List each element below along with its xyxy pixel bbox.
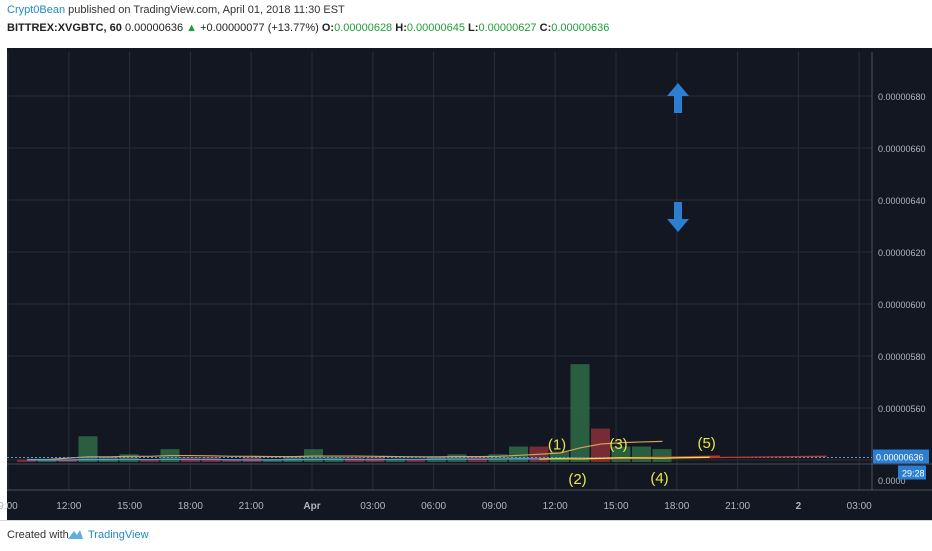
published-text: published on TradingView.com, April 01, … — [65, 4, 345, 16]
chart-footer: Created with TradingView — [0, 520, 932, 551]
current-price-badge — [873, 449, 929, 464]
high-label: H: — [395, 22, 407, 34]
y-tick-label: 0.00000620 — [878, 248, 926, 258]
last-price: 0.00000636 — [124, 22, 184, 34]
volume-bar — [78, 436, 98, 462]
volume-bar — [58, 459, 77, 462]
y-tick-label: 0.00000580 — [878, 352, 926, 362]
volume-bar — [632, 446, 651, 462]
wave-label: (1) — [548, 437, 566, 454]
volume-bar — [652, 449, 672, 462]
down-arrow-icon — [667, 202, 689, 232]
symbol-label[interactable]: BITTREX:XVGBTC, 60 — [7, 22, 122, 34]
y-tick-label: 0.00000600 — [878, 300, 926, 310]
countdown-label: 29:28 — [902, 469, 925, 479]
up-triangle-icon: ▲ — [186, 22, 198, 34]
volume-bar — [509, 446, 528, 462]
x-tick-label: 12:00 — [543, 501, 568, 512]
volume-bar — [17, 459, 36, 462]
elliott-wave-line — [539, 456, 710, 460]
close-value: 0.00000636 — [551, 22, 610, 34]
low-label: L: — [468, 22, 479, 34]
author-link[interactable]: Crypt0Bean — [7, 4, 66, 16]
wave-label: (3) — [609, 436, 627, 453]
x-tick-label: 15:00 — [117, 501, 142, 512]
x-tick-label: 06:00 — [421, 501, 446, 512]
x-tick-label: 21:00 — [725, 501, 750, 512]
x-tick-label: 03:00 — [360, 501, 385, 512]
publish-info: Crypt0Bean published on TradingView.com,… — [7, 4, 345, 16]
wave-label: (4) — [650, 470, 668, 487]
x-tick-label: 09:00 — [482, 501, 507, 512]
open-label: O: — [321, 22, 335, 34]
volume-bar — [263, 459, 282, 462]
price-chart[interactable]: 9:00 12:00 15:00 18:00 21:00 Apr 03:00 06:00 09:… — [0, 48, 932, 520]
tradingview-link[interactable]: TradingView — [88, 529, 149, 541]
volume-bar — [406, 459, 426, 462]
low-value: 0.00000627 — [478, 22, 537, 34]
x-tick-label: 2 — [796, 501, 802, 512]
tradingview-logo-icon — [68, 530, 83, 539]
volume-bar — [119, 454, 139, 462]
x-tick-label: 21:00 — [239, 501, 264, 512]
y-tick-label: 0.00000660 — [878, 144, 926, 154]
y-tick-label: 0.00000560 — [878, 404, 926, 414]
x-tick-label: 12:00 — [56, 501, 81, 512]
ohlc-legend: BITTREX:XVGBTC, 60 0.00000636 ▲ +0.00000… — [7, 22, 609, 34]
volume-bar — [140, 459, 159, 462]
x-tick-label: 15:00 — [603, 501, 628, 512]
open-value: 0.00000628 — [334, 22, 393, 34]
volume-bar — [222, 459, 241, 462]
chart-background — [0, 48, 932, 520]
volume-bar — [488, 454, 508, 462]
volume-bar — [447, 454, 467, 462]
left-margin — [0, 48, 7, 520]
close-label: C: — [539, 22, 552, 34]
x-tick-label: 18:00 — [664, 501, 689, 512]
countdown-badge — [898, 465, 926, 480]
y-tick-label: 0.00000680 — [878, 92, 926, 102]
volume-ma-line — [27, 440, 663, 461]
created-with-text: Created with — [7, 529, 69, 541]
x-tick-label: 03:00 — [847, 501, 872, 512]
price-change: +0.00000077 (+13.77%) — [200, 22, 319, 34]
chart-header: Crypt0Bean published on TradingView.com,… — [0, 0, 932, 48]
x-tick-label: 18:00 — [178, 501, 203, 512]
wave-label: (5) — [697, 435, 715, 452]
volume-bar — [570, 364, 590, 462]
volume-axis-label: 0.0000 — [878, 476, 906, 486]
current-price-label: 0.00000636 — [876, 453, 924, 463]
x-tick-label: Apr — [303, 501, 320, 512]
wave-label: (2) — [568, 471, 586, 488]
volume-bar — [591, 428, 610, 462]
high-value: 0.00000645 — [406, 22, 465, 34]
x-tick-label: 9:00 — [0, 501, 18, 512]
volume-bar — [37, 459, 57, 462]
up-arrow-icon — [667, 83, 689, 113]
volume-bar — [386, 459, 405, 462]
volume-bar — [550, 451, 569, 462]
y-tick-label: 0.00000640 — [878, 196, 926, 206]
